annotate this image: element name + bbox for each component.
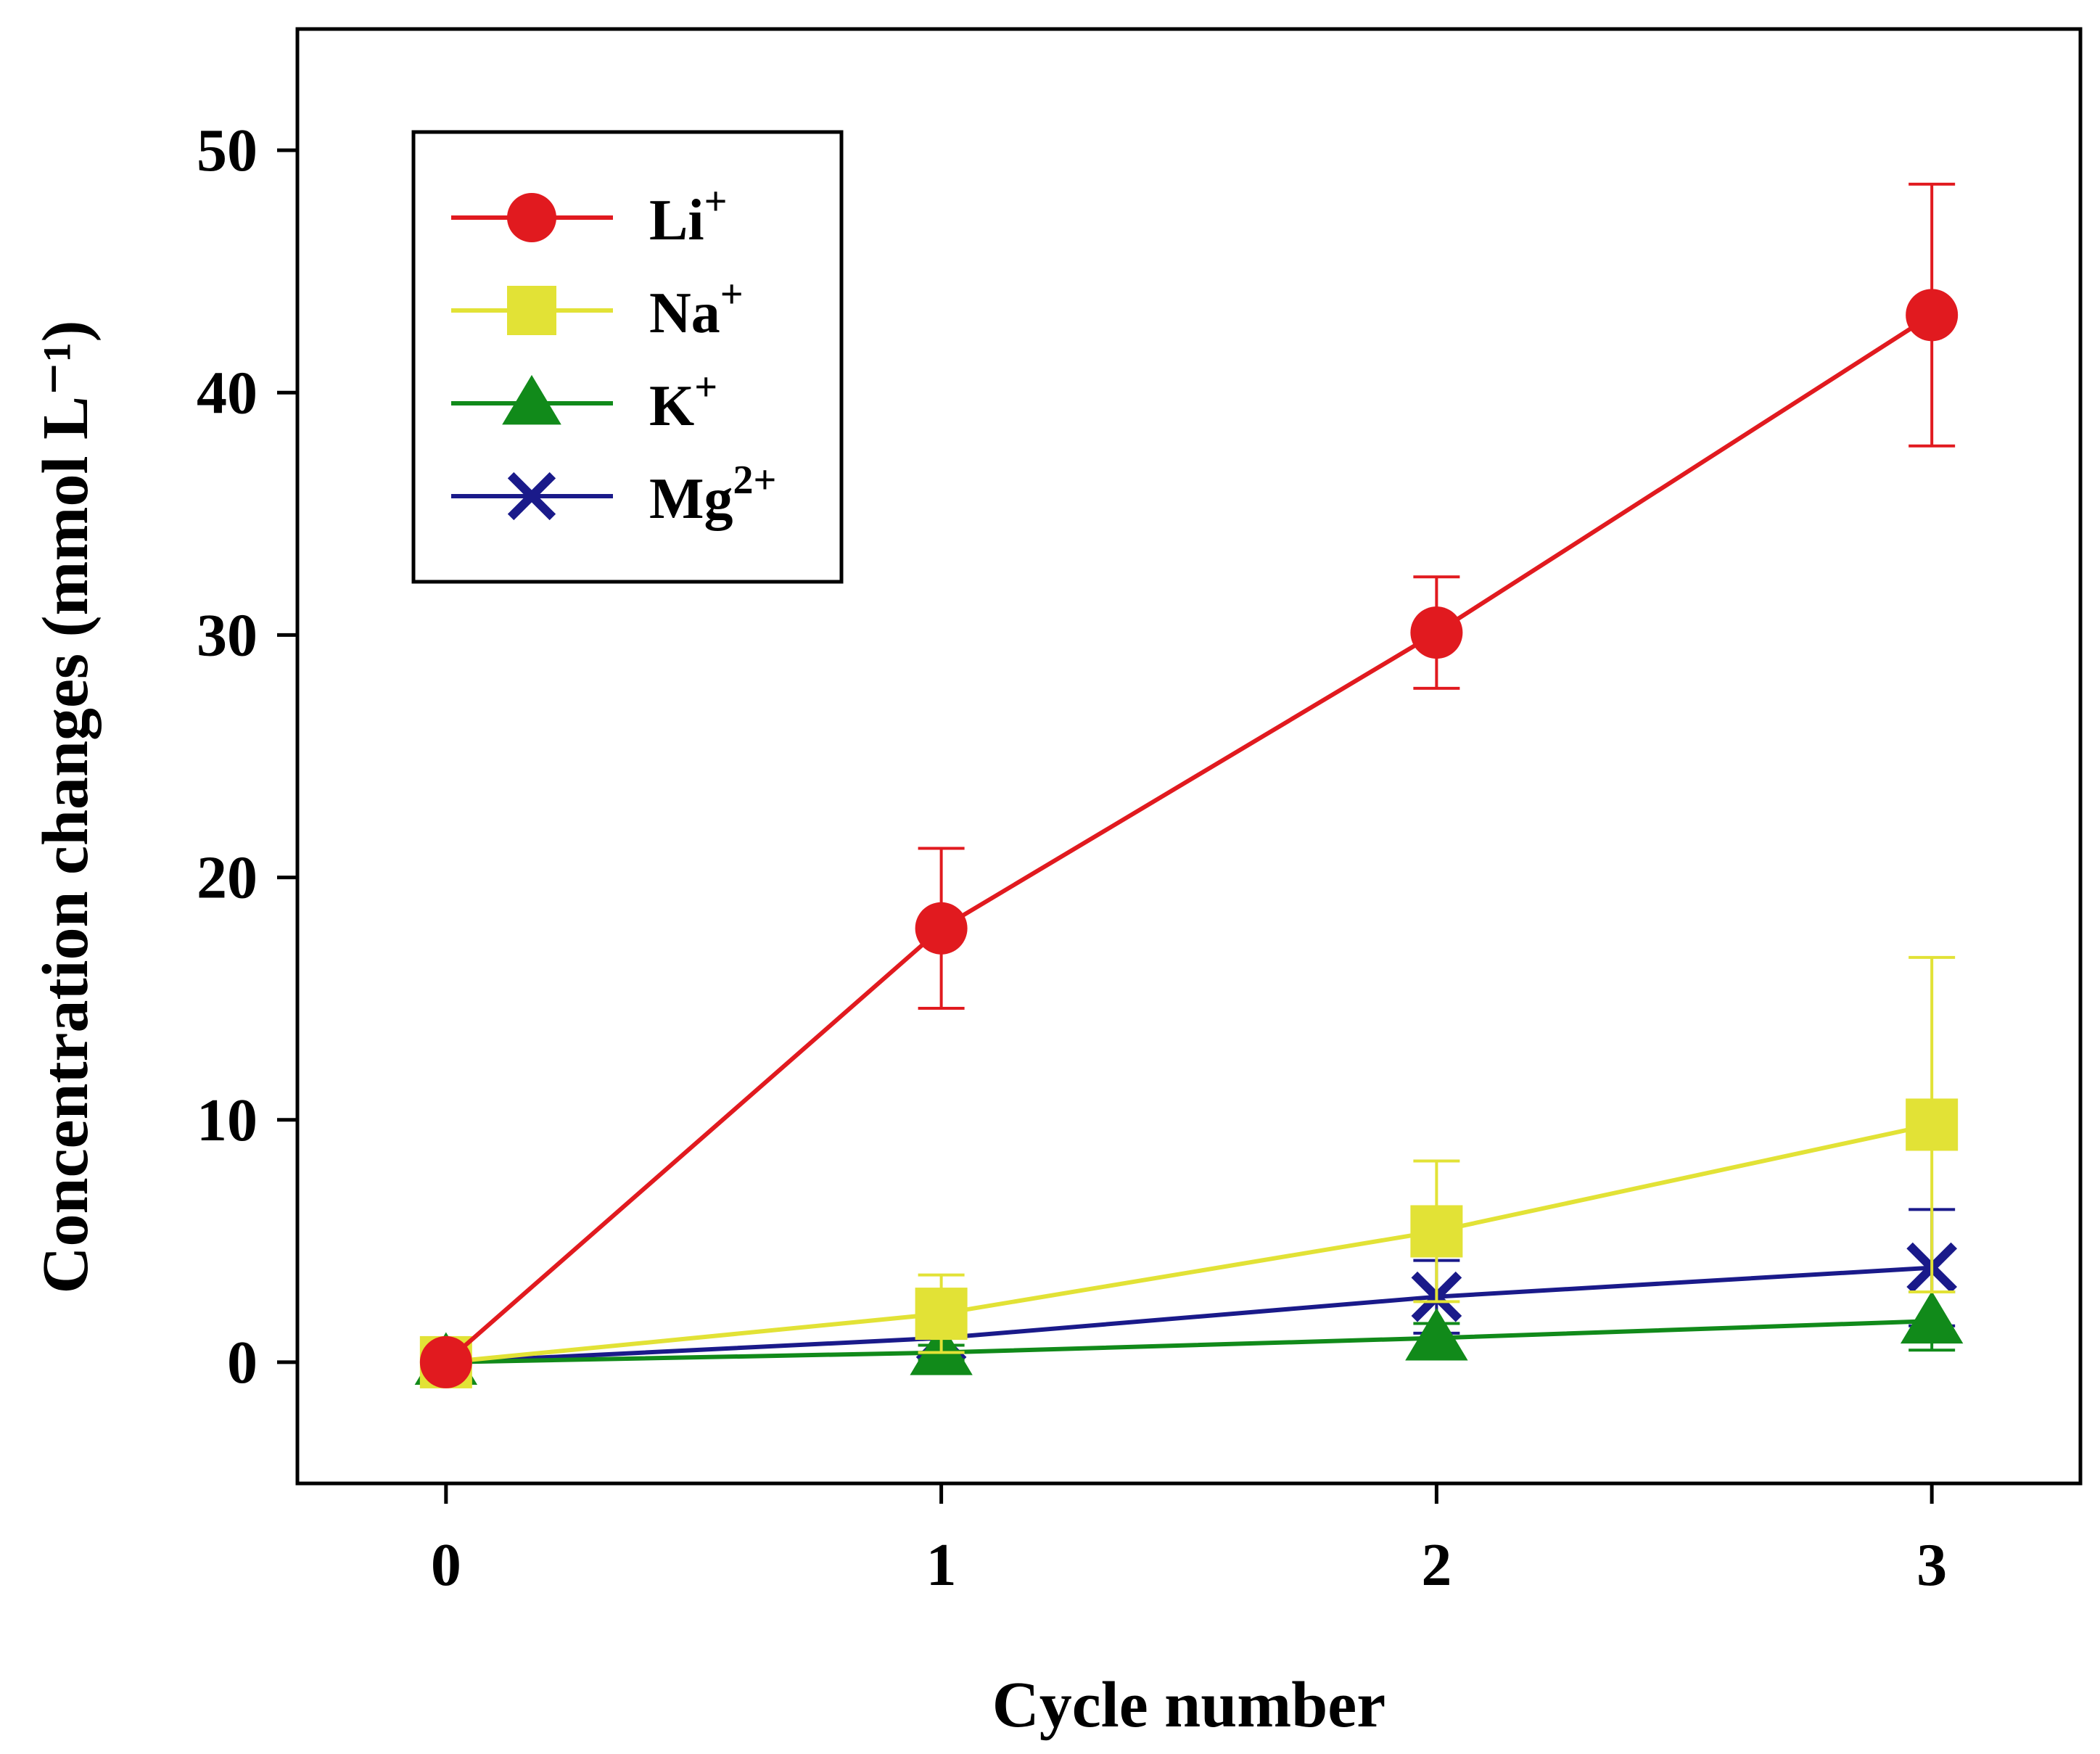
series-li <box>419 182 1959 1388</box>
data-point <box>915 902 968 955</box>
plot-frame <box>295 27 2083 1486</box>
legend-item-na: Na+ <box>451 272 744 345</box>
series-na <box>419 955 1959 1388</box>
legend-label: Li+ <box>649 179 728 252</box>
data-point <box>1906 1098 1959 1151</box>
data-point <box>1405 1308 1468 1361</box>
series-line <box>445 1319 1932 1364</box>
y-tick-label: 50 <box>197 117 258 184</box>
y-axis-label: Concentration changes (mmol L⁻¹) <box>30 321 102 1294</box>
legend-label-text: Li <box>649 189 704 252</box>
x-tick-label: 1 <box>926 1531 957 1599</box>
legend-label-superscript: + <box>704 179 728 224</box>
legend-label-text: Mg <box>649 467 733 531</box>
y-tick-label: 20 <box>197 844 258 912</box>
legend-label-text: Na <box>649 281 720 345</box>
legend-marker <box>507 472 556 521</box>
legend-label-superscript: 2+ <box>733 458 777 503</box>
legend-box <box>411 130 844 584</box>
legend-marker <box>502 374 561 425</box>
data-point <box>1410 606 1463 659</box>
x-tick-label: 0 <box>431 1531 461 1599</box>
y-tick-label: 0 <box>227 1329 258 1396</box>
legend-label-superscript: + <box>694 365 717 410</box>
legend-label: Mg2+ <box>649 458 776 531</box>
series-line <box>445 1265 1932 1364</box>
y-tick-label: 10 <box>197 1087 258 1154</box>
legend-label: Na+ <box>649 272 744 345</box>
legend-item-k: K+ <box>451 365 717 438</box>
legend-label-superscript: + <box>720 272 744 317</box>
x-tick-label: 2 <box>1421 1531 1452 1599</box>
legend-label: K+ <box>649 365 717 438</box>
y-tick-label: 30 <box>197 601 258 669</box>
series-k <box>414 1290 1964 1385</box>
data-point <box>1410 1205 1463 1258</box>
legend-label-text: K <box>649 374 694 438</box>
x-tick-label: 3 <box>1916 1531 1947 1599</box>
legend-item-li: Li+ <box>451 179 728 252</box>
x-axis-label: Cycle number <box>992 1669 1385 1741</box>
legend-item-mg: Mg2+ <box>451 458 776 531</box>
series-line <box>445 1122 1932 1364</box>
legend-marker <box>507 193 556 242</box>
series-line <box>444 313 1933 1364</box>
y-tick-label: 40 <box>197 359 258 427</box>
legend-marker <box>507 286 556 335</box>
data-point <box>915 1288 968 1341</box>
data-point <box>1900 1290 1964 1344</box>
data-point <box>419 1335 472 1388</box>
data-point <box>1906 289 1959 342</box>
